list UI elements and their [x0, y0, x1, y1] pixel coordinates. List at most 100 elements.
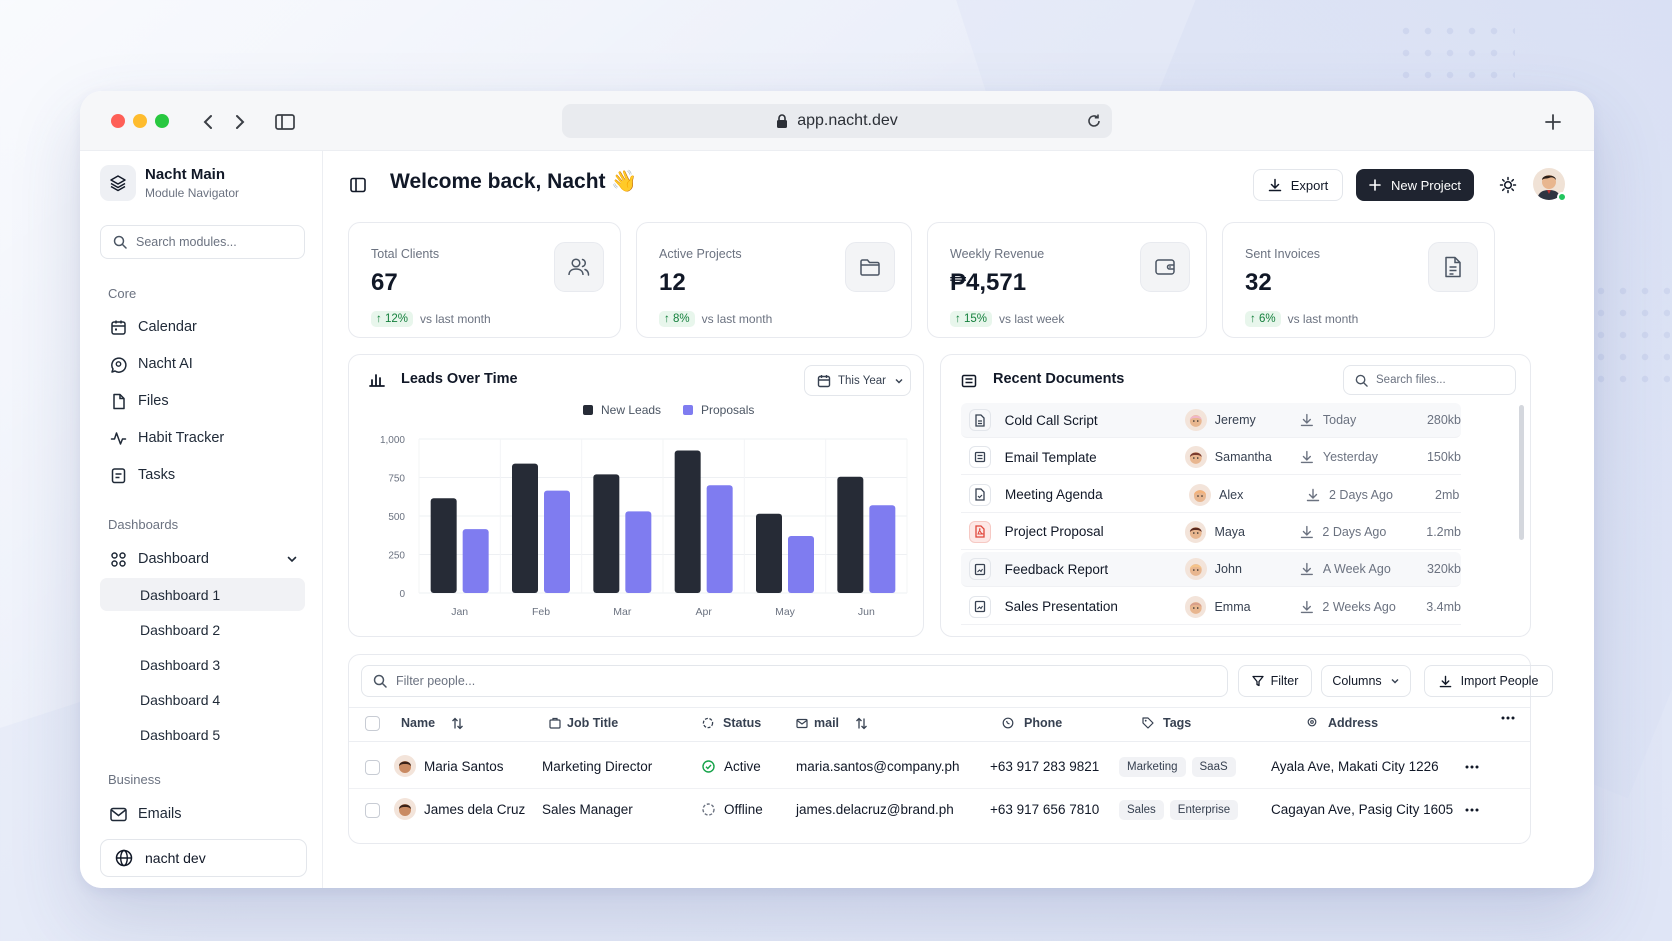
reload-icon[interactable] — [1086, 113, 1102, 129]
row-checkbox[interactable] — [365, 803, 380, 818]
account-switcher[interactable]: nacht dev — [100, 839, 307, 877]
table-header-divider — [349, 741, 1530, 742]
tags-cell: Marketing SaaS — [1119, 757, 1242, 777]
search-icon — [113, 235, 127, 249]
column-header-phone[interactable]: Phone — [1002, 716, 1062, 730]
filter-button[interactable]: Filter — [1238, 665, 1312, 697]
row-checkbox[interactable] — [365, 760, 380, 775]
table-header-divider — [349, 707, 1530, 708]
address-bar[interactable]: app.nacht.dev — [562, 104, 1112, 138]
y-tick-label: 750 — [388, 474, 405, 485]
sidebar-item-dashboard-3[interactable]: Dashboard 3 — [140, 656, 221, 673]
y-tick-label: 0 — [399, 589, 405, 600]
row-actions-button[interactable] — [1465, 765, 1479, 769]
date-range-select[interactable]: This Year — [804, 365, 911, 396]
sidebar-item-calendar[interactable]: Calendar — [108, 314, 197, 340]
phone-icon — [1002, 717, 1014, 729]
column-header-label: Tags — [1163, 716, 1192, 730]
sidebar-item-files[interactable]: Files — [108, 388, 169, 414]
email-cell[interactable]: james.delacruz@brand.ph — [796, 802, 954, 817]
minimize-window-button[interactable] — [133, 114, 147, 128]
stat-label: Total Clients — [371, 247, 440, 261]
table-options-button[interactable] — [1501, 716, 1515, 720]
maximize-window-button[interactable] — [155, 114, 169, 128]
sidebar-item-dashboard-1[interactable]: Dashboard 1 — [100, 578, 305, 611]
select-all-checkbox[interactable] — [365, 716, 380, 731]
close-window-button[interactable] — [111, 114, 125, 128]
chevron-right-icon — [236, 115, 245, 129]
sidebar-item-tasks[interactable]: Tasks — [108, 462, 175, 488]
sidebar-item-dashboard-2[interactable]: Dashboard 2 — [140, 621, 221, 638]
sidebar-group-dashboard[interactable]: Dashboard — [108, 546, 298, 572]
person-cell: James dela Cruz — [394, 798, 525, 820]
document-row[interactable]: Email Template Samantha Yesterday 150kb — [961, 440, 1461, 476]
column-header-name[interactable]: Name — [401, 716, 464, 730]
document-row[interactable]: Cold Call Script Jeremy Today 280kb — [961, 403, 1461, 438]
owner-avatar — [1189, 483, 1211, 506]
theme-toggle-button[interactable] — [1497, 174, 1519, 196]
sidebar-item-dashboard-5[interactable]: Dashboard 5 — [140, 726, 221, 743]
panel-left-icon — [350, 177, 366, 193]
document-size: 3.4mb — [1426, 599, 1461, 614]
collapse-sidebar-button[interactable] — [348, 175, 368, 195]
globe-icon — [115, 849, 133, 867]
download-icon[interactable] — [1306, 488, 1320, 502]
table-row[interactable]: Maria Santos Marketing Director Active m… — [349, 748, 1530, 786]
sidebar-item-habit-tracker[interactable]: Habit Tracker — [108, 425, 224, 451]
download-icon[interactable] — [1300, 600, 1314, 614]
table-row[interactable]: James dela Cruz Sales Manager Offline ja… — [349, 791, 1530, 829]
download-icon[interactable] — [1300, 562, 1314, 576]
new-project-button[interactable]: New Project — [1356, 169, 1474, 201]
sidebar-item-label: Tasks — [138, 467, 176, 483]
download-icon[interactable] — [1300, 413, 1314, 427]
column-header-mail[interactable]: mail — [796, 716, 868, 730]
tag-badge: SaaS — [1191, 757, 1236, 777]
document-row[interactable]: Meeting Agenda Alex 2 Days Ago 2mb — [961, 478, 1461, 513]
import-people-button[interactable]: Import People — [1424, 665, 1553, 697]
document-row[interactable]: Feedback Report John A Week Ago 320kb — [961, 552, 1461, 588]
sidebar-toggle-button[interactable] — [272, 109, 298, 135]
recent-documents-panel: Recent Documents Search files... Cold Ca… — [940, 354, 1531, 637]
export-button[interactable]: Export — [1253, 169, 1343, 201]
documents-scrollbar[interactable] — [1519, 405, 1524, 540]
sidebar-item-emails[interactable]: Emails — [108, 801, 182, 827]
stat-change-value: 15% — [963, 313, 987, 325]
tags-cell: Sales Enterprise — [1119, 800, 1244, 820]
status-icon — [702, 717, 714, 729]
back-button[interactable] — [195, 109, 221, 135]
column-header-job-title[interactable]: Job Title — [549, 716, 618, 730]
bar-proposals — [706, 485, 733, 593]
stat-period: vs last month — [1287, 312, 1359, 326]
column-header-label: Job Title — [567, 716, 619, 730]
stat-value: 12 — [659, 269, 686, 296]
document-row[interactable]: Sales Presentation Emma 2 Weeks Ago 3.4m… — [961, 590, 1461, 625]
sidebar-item-dashboard-4[interactable]: Dashboard 4 — [140, 691, 221, 708]
document-owner: Emma — [1214, 599, 1251, 614]
sidebar-item-nacht-ai[interactable]: Nacht AI — [108, 351, 193, 377]
browser-titlebar: app.nacht.dev — [80, 91, 1594, 151]
document-row[interactable]: Project Proposal Maya 2 Days Ago 1.2mb — [961, 515, 1461, 550]
search-files-input[interactable]: Search files... — [1343, 365, 1516, 395]
documents-icon — [961, 374, 977, 388]
status-text: Offline — [724, 802, 763, 817]
column-header-address[interactable]: Address — [1306, 716, 1378, 730]
download-icon[interactable] — [1300, 450, 1314, 464]
new-tab-button[interactable] — [1540, 109, 1566, 135]
stat-period: vs last month — [419, 312, 491, 326]
workspace-switcher[interactable]: Nacht Main Module Navigator — [100, 165, 239, 201]
leads-chart-title: Leads Over Time — [401, 371, 518, 387]
owner-avatar — [1184, 595, 1207, 618]
row-actions-button[interactable] — [1465, 808, 1479, 812]
columns-button[interactable]: Columns — [1321, 665, 1411, 697]
filter-people-input[interactable]: Filter people... — [361, 665, 1228, 697]
download-icon[interactable] — [1300, 525, 1314, 539]
job-title: Marketing Director — [542, 759, 653, 774]
bar-new-leads — [837, 476, 864, 593]
stat-period: vs last week — [998, 312, 1065, 326]
column-header-status[interactable]: Status — [702, 716, 761, 730]
column-header-tags[interactable]: Tags — [1142, 716, 1191, 730]
phone-cell: +63 917 283 9821 — [990, 759, 1100, 774]
sidebar-search-input[interactable]: Search modules... — [100, 225, 305, 259]
email-cell[interactable]: maria.santos@company.ph — [796, 759, 960, 774]
forward-button[interactable] — [227, 109, 253, 135]
